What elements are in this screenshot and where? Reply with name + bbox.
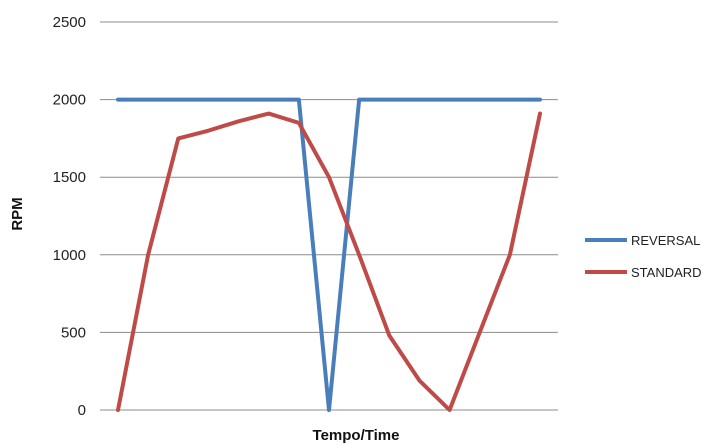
y-tick-label-1000: 1000 (53, 247, 86, 264)
series-lines (116, 97, 542, 412)
y-tick-label-500: 500 (61, 324, 86, 341)
gridlines (100, 21, 558, 411)
y-axis-label: RPM (9, 197, 26, 230)
x-axis-label: Tempo/Time (313, 427, 400, 444)
y-tick-labels: 0 500 1000 1500 2000 2500 (53, 14, 86, 419)
y-tick-label-2000: 2000 (53, 92, 86, 109)
y-tick-label-2500: 2500 (53, 14, 86, 31)
legend-label-reversal: REVERSAL (631, 233, 700, 248)
y-tick-label-0: 0 (78, 402, 86, 419)
y-tick-label-1500: 1500 (53, 169, 86, 186)
series-line-standard (116, 111, 542, 412)
legend-label-standard: STANDARD (631, 265, 702, 280)
legend: REVERSAL STANDARD (585, 233, 702, 280)
